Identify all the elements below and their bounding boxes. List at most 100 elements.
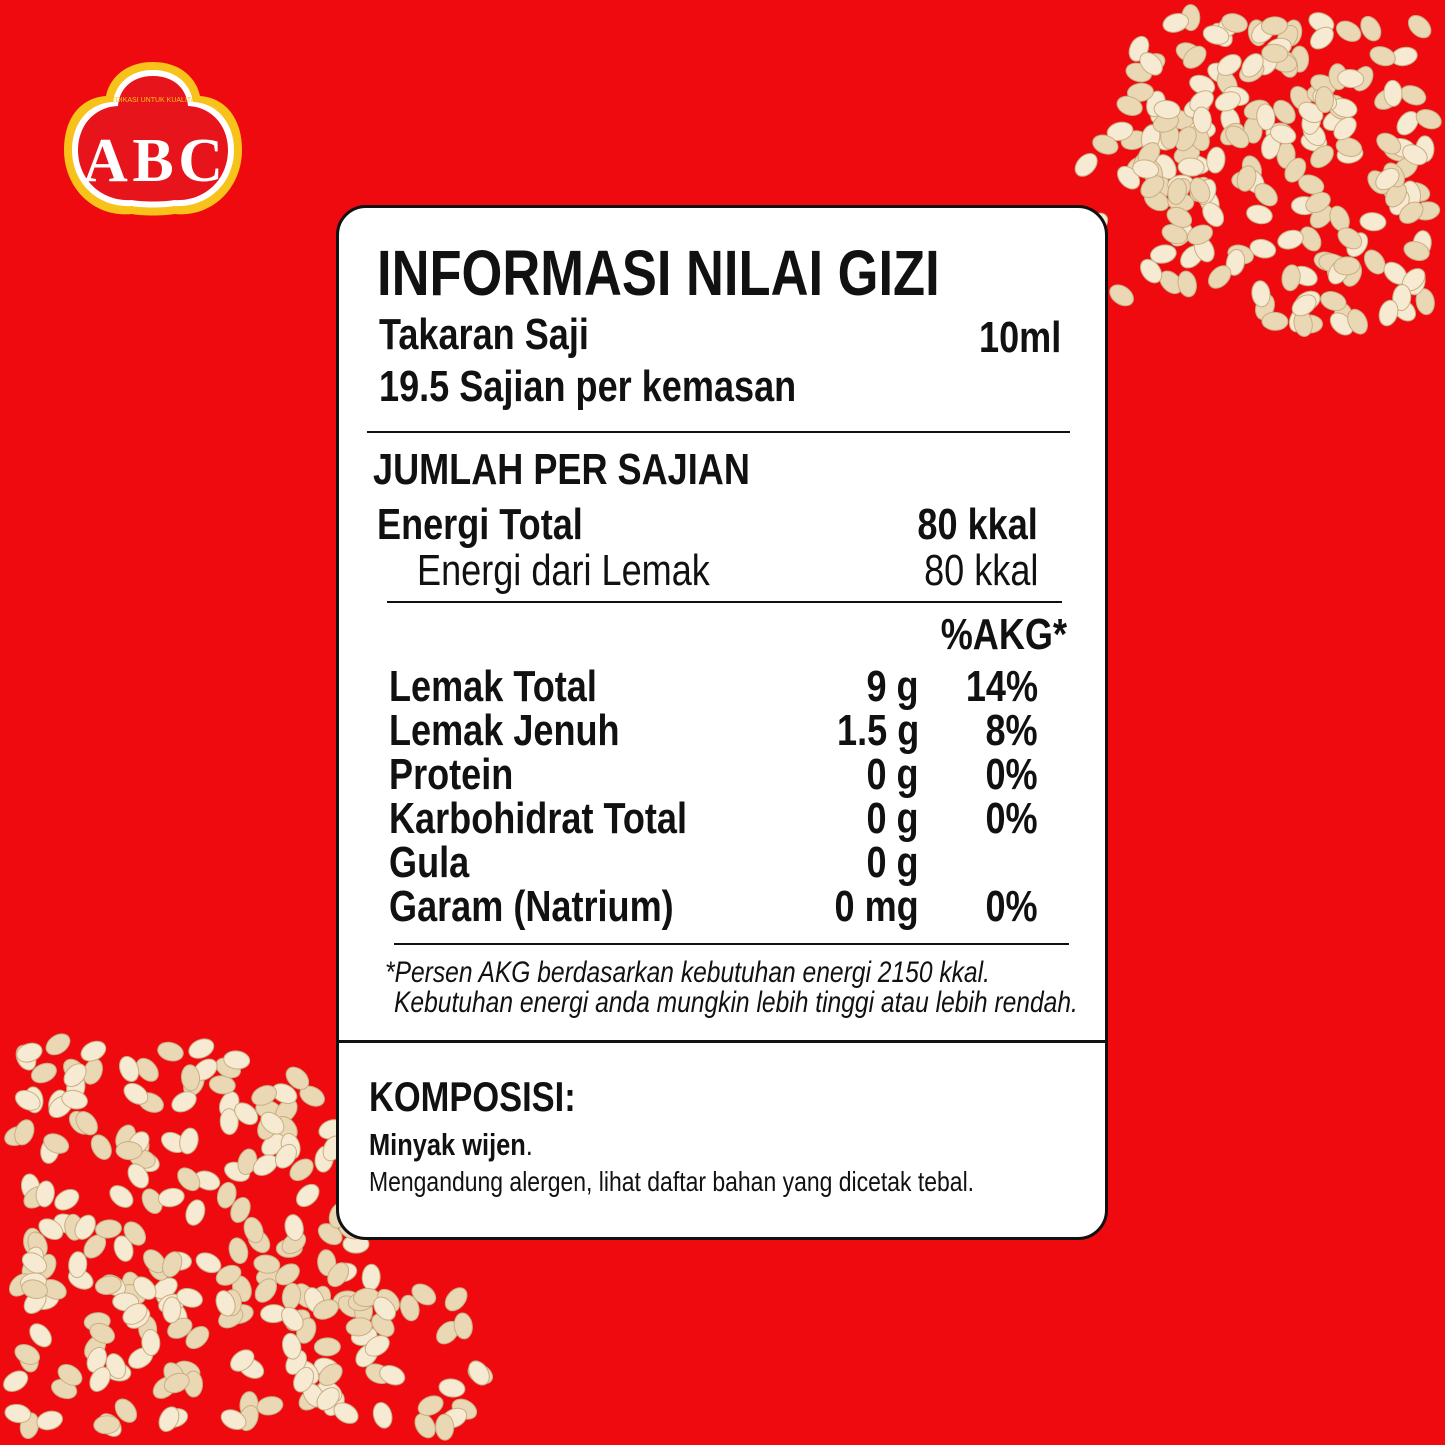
sesame-seed [43,1133,70,1154]
sesame-seed [313,1337,341,1357]
abc-logo: ABC DEDIKASI UNTUK KUALITAS [64,62,242,216]
sesame-seed [158,1406,180,1432]
sesame-seed [1251,280,1271,308]
sesame-seed [1106,121,1134,142]
sesame-seed [453,1312,473,1340]
sesame-seed [177,1167,201,1192]
energy-fat-value: 80 kkal [923,546,1038,595]
sesame-seed [414,1413,436,1439]
sesame-seed [4,1403,32,1424]
sesame-seed [89,1322,116,1344]
sesame-seed [1225,249,1246,276]
sesame-seed [1249,238,1277,259]
sesame-seed [135,1057,159,1082]
sesame-seed [1261,311,1289,331]
sesame-seed [1314,86,1334,114]
sesame-seed [1132,159,1160,179]
sesame-seed [176,1287,203,1308]
sesame-seed [1298,174,1325,195]
allergen-note: Mengandung alergen, lihat daftar bahan y… [369,1166,975,1197]
sesame-seed [1407,14,1432,39]
nutrient-name: Lemak Total [389,662,597,711]
divider [367,431,1070,433]
sesame-seed [36,1410,63,1431]
sesame-seed [333,1402,359,1424]
sesame-seed [1335,137,1363,157]
footnote-line2: Kebutuhan energi anda mungkin lebih ting… [394,986,1078,1019]
sesame-seed [1166,206,1193,228]
sesame-seed [1149,244,1177,264]
servings-per-pack: 19.5 Sajian per kemasan [379,362,797,411]
nutrient-amount: 0 g [866,794,919,843]
sesame-seed [162,1251,183,1278]
nutrient-name: Garam (Natrium) [389,882,674,931]
sesame-seed [318,1363,343,1386]
ingredients: Minyak wijen [369,1127,526,1162]
sesame-seed [38,1218,64,1241]
sesame-seed [75,1111,98,1136]
sesame-seed [127,1163,150,1189]
sesame-seed [1192,106,1212,134]
sesame-seed [1310,26,1334,50]
sesame-seed [1241,53,1264,78]
sesame-seed [180,1064,201,1092]
sesame-seed [1261,43,1289,63]
sesame-seed [1284,157,1307,183]
sesame-seed [14,1343,40,1365]
sesame-seed [468,1360,490,1386]
nutrient-akg: 0% [985,882,1038,931]
sesame-seed [417,1395,444,1416]
sesame-seed [295,1183,320,1208]
sesame-seed [1208,265,1232,289]
sesame-seed [1126,82,1154,102]
sesame-seed [1246,204,1273,225]
divider [387,601,1062,603]
sesame-seed [109,1185,134,1208]
sesame-seed [21,1279,48,1299]
sesame-seed [1140,258,1163,284]
sesame-seed [1216,54,1242,76]
sesame-seed [1202,202,1225,227]
sesame-seed [312,1299,339,1320]
sesame-seed [35,1180,55,1208]
sesame-seed [435,1413,455,1441]
nutrition-facts-panel: INFORMASI NILAI GIZI Takaran Saji 10ml 1… [336,205,1108,1240]
sesame-seed [54,1188,80,1211]
sesame-seed [63,1063,87,1088]
sesame-seed [1140,175,1165,199]
sesame-seed [141,1328,161,1356]
sesame-seed [1214,91,1241,112]
sesame-seed [1305,191,1331,214]
section-divider [339,1040,1105,1043]
sesame-seed [185,1326,210,1350]
sesame-seed [14,1089,41,1111]
sesame-seed [185,1199,206,1226]
sesame-seed [444,1287,468,1312]
sesame-seed [253,1254,281,1274]
sesame-seed [80,1040,107,1062]
sesame-seed [1177,270,1197,298]
sesame-seed [345,1317,373,1337]
sesame-seed [118,1055,140,1083]
sesame-seed [364,1335,390,1357]
sesame-seed [372,1402,393,1429]
sesame-seed [163,1372,190,1394]
sesame-seed [68,1251,88,1279]
serving-size-value: 10ml [978,313,1061,362]
nutrient-akg: 14% [965,662,1038,711]
sesame-seed [1281,264,1301,292]
sesame-seed [230,1197,251,1223]
sesame-seed [14,1119,35,1146]
sesame-seed [1399,201,1424,224]
akg-header: %AKG* [940,610,1067,659]
sesame-seed [243,1216,264,1244]
sesame-seed [1256,103,1276,131]
sesame-seed [399,1294,420,1322]
sesame-seed [1375,167,1400,191]
sesame-seed [1310,145,1334,169]
sesame-seed [1378,299,1399,327]
sesame-seed [316,1387,340,1411]
sesame-seed [1347,308,1368,335]
sesame-seed [1376,132,1402,155]
sesame-seed [1139,52,1163,76]
